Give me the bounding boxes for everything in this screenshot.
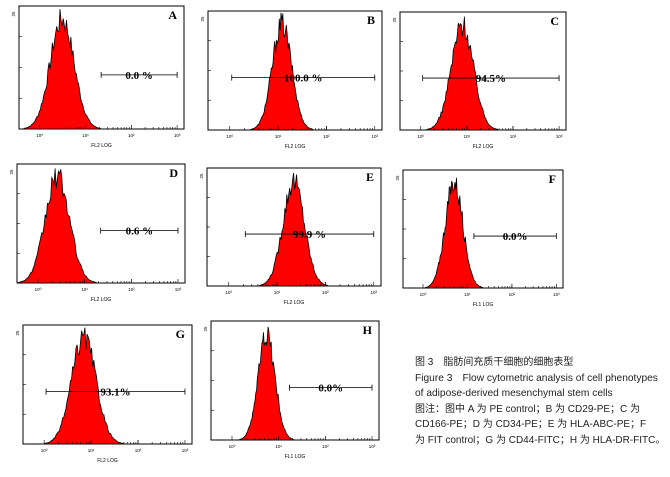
x-tick-label: 10⁰ bbox=[226, 134, 233, 139]
histogram-panel-a: 10⁰ 10¹ 10² 10³ 25 FL2 LOG 0.0 % A bbox=[11, 5, 185, 149]
x-tick-label: 10² bbox=[323, 134, 330, 139]
y-tick-label: 25 bbox=[395, 175, 400, 181]
panel-letter-d: D bbox=[169, 166, 178, 180]
y-tick-label: 25 bbox=[15, 330, 20, 336]
histogram-area-d bbox=[18, 168, 97, 284]
x-tick-label: 10⁰ bbox=[420, 292, 427, 297]
x-tick-label: 10³ bbox=[553, 292, 560, 297]
histogram-panel-d: 10⁰ 10¹ 10² 10³ 25 FL2 LOG 0.6 % D bbox=[9, 163, 186, 303]
caption-english-title-line-2: of adipose-derived mesenchymal stem cell… bbox=[415, 388, 613, 399]
x-axis-label: FL1 LOG bbox=[473, 302, 494, 308]
x-tick-label: 10³ bbox=[370, 290, 377, 295]
x-tick-label: 10³ bbox=[369, 444, 376, 449]
caption-note-line-1: 图注：图中 A 为 PE control；B 为 CD29-PE；C 为 bbox=[415, 403, 641, 415]
y-tick-label: 25 bbox=[392, 17, 397, 23]
x-tick-label: 10¹ bbox=[464, 292, 471, 297]
histogram-panel-g: 10⁰ 10¹ 10² 10³ 25 FL2 LOG 93.1% G bbox=[15, 324, 193, 464]
panel-frame-f bbox=[402, 169, 564, 289]
x-axis-label: FL2 LOG bbox=[97, 458, 118, 464]
gate-percentage-e: 99.9 % bbox=[293, 229, 326, 241]
panel-frame-h bbox=[210, 320, 380, 441]
panel-letter-a: A bbox=[168, 8, 177, 22]
x-tick-label: 10¹ bbox=[88, 448, 95, 453]
caption-chinese-title: 图 3 脂肪间充质干细胞的细胞表型 bbox=[415, 357, 574, 368]
gate-percentage-g: 93.1% bbox=[100, 387, 130, 399]
gate-percentage-d: 0.6 % bbox=[126, 226, 154, 238]
gate-percentage-a: 0.0 % bbox=[125, 70, 153, 82]
histogram-panel-e: 10⁰ 10¹ 10² 10³ 25 FL2 LOG 99.9 % E bbox=[199, 167, 382, 306]
panel-letter-g: G bbox=[176, 327, 185, 341]
y-tick-label: 25 bbox=[9, 169, 14, 175]
gate-percentage-b: 100.0 % bbox=[284, 73, 323, 85]
gate-percentage-f: 0.0% bbox=[503, 231, 528, 243]
x-axis-label: FL2 LOG bbox=[91, 297, 112, 303]
x-tick-label: 10¹ bbox=[275, 134, 282, 139]
histogram-area-h bbox=[239, 326, 294, 441]
histogram-panel-c: 10⁰ 10¹ 10² 10³ 25 FL2 LOG 94.5% C bbox=[392, 11, 567, 150]
x-axis-label: FL2 LOG bbox=[285, 144, 306, 150]
x-tick-label: 10¹ bbox=[81, 287, 88, 292]
y-tick-label: 25 bbox=[203, 326, 208, 332]
x-axis-label: FL2 LOG bbox=[91, 143, 112, 149]
histogram-panel-f: 10⁰ 10¹ 10² 10³ 25 FL1 LOG 0.0% F bbox=[395, 169, 564, 308]
y-tick-label: 25 bbox=[199, 173, 204, 179]
x-tick-label: 10² bbox=[135, 448, 142, 453]
gate-percentage-h: 0.0% bbox=[318, 383, 343, 395]
panel-letter-c: C bbox=[550, 14, 559, 28]
panel-letter-f: F bbox=[549, 172, 556, 186]
x-tick-label: 10² bbox=[322, 290, 329, 295]
x-axis-label: FL2 LOG bbox=[284, 300, 305, 306]
x-tick-label: 10³ bbox=[556, 134, 563, 139]
histogram-area-b bbox=[250, 12, 314, 131]
x-tick-label: 10¹ bbox=[274, 290, 281, 295]
x-tick-label: 10⁰ bbox=[36, 133, 43, 138]
x-tick-label: 10³ bbox=[175, 287, 182, 292]
panel-letter-b: B bbox=[367, 13, 375, 27]
x-tick-label: 10² bbox=[322, 444, 329, 449]
gate-percentage-c: 94.5% bbox=[476, 73, 506, 85]
x-tick-label: 10⁰ bbox=[225, 290, 232, 295]
panel-letter-h: H bbox=[363, 323, 373, 337]
caption-note-line-2: CD166-PE；D 为 CD34-PE；E 为 HLA-ABC-PE；F bbox=[415, 419, 647, 430]
histogram-area-c bbox=[426, 16, 499, 131]
x-tick-label: 10² bbox=[509, 292, 516, 297]
y-tick-label: 25 bbox=[200, 16, 205, 22]
caption-english-title-line-1: Figure 3 Flow cytometric analysis of cel… bbox=[415, 372, 658, 384]
x-tick-label: 10² bbox=[128, 133, 135, 138]
x-tick-label: 10⁰ bbox=[229, 444, 236, 449]
x-tick-label: 10⁰ bbox=[35, 287, 42, 292]
histogram-panel-h: 10⁰ 10¹ 10² 10³ 25 FL1 LOG 0.0% H bbox=[203, 320, 380, 460]
figure-caption: 图 3 脂肪间充质干细胞的细胞表型 Figure 3 Flow cytometr… bbox=[415, 355, 667, 448]
x-tick-label: 10⁰ bbox=[41, 448, 48, 453]
histogram-area-a bbox=[23, 9, 101, 130]
x-axis-label: FL2 LOG bbox=[473, 144, 494, 150]
x-tick-label: 10² bbox=[510, 134, 517, 139]
x-tick-label: 10¹ bbox=[82, 133, 89, 138]
x-tick-label: 10¹ bbox=[275, 444, 282, 449]
histogram-area-f bbox=[425, 177, 483, 289]
y-tick-label: 25 bbox=[11, 11, 16, 17]
histogram-area-e bbox=[259, 172, 329, 287]
x-tick-label: 10¹ bbox=[464, 134, 471, 139]
x-tick-label: 10³ bbox=[174, 133, 181, 138]
histogram-panel-b: 10⁰ 10¹ 10² 10³ 25 FL2 LOG 100.0 % B bbox=[200, 10, 383, 150]
x-tick-label: 10² bbox=[128, 287, 135, 292]
x-tick-label: 10⁰ bbox=[417, 134, 424, 139]
x-tick-label: 10³ bbox=[371, 134, 378, 139]
histogram-area-g bbox=[44, 327, 124, 445]
caption-note-line-3: 为 FIT control；G 为 CD44-FITC；H 为 HLA-DR-F… bbox=[415, 434, 666, 446]
x-axis-label: FL1 LOG bbox=[285, 454, 306, 460]
x-tick-label: 10³ bbox=[182, 448, 189, 453]
panel-letter-e: E bbox=[366, 170, 374, 184]
